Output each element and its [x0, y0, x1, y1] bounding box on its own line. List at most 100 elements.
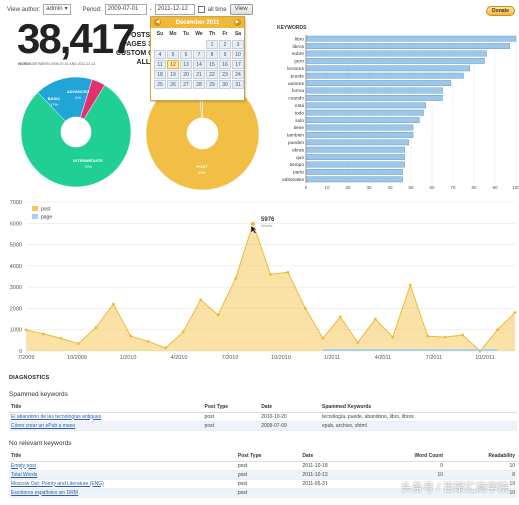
pie-hole [186, 117, 219, 150]
calendar-day[interactable]: 10 [232, 50, 244, 59]
x-tick-label: 7/2009 [18, 355, 35, 361]
calendar-day[interactable]: 27 [180, 80, 192, 89]
post-title-link[interactable]: Cómo crear un ePub a mano [9, 421, 203, 431]
calendar-day[interactable]: 3 [232, 40, 244, 49]
table-cell: post [235, 461, 301, 471]
column-header[interactable]: Word Count [368, 452, 446, 462]
post-point [391, 335, 395, 339]
column-header[interactable]: Date [259, 403, 321, 413]
calendar-day[interactable]: 20 [180, 70, 192, 79]
post-point [321, 336, 325, 340]
column-header[interactable]: Title [9, 452, 236, 462]
calendar-day[interactable]: 21 [193, 70, 205, 79]
y-tick-label: 2000 [10, 306, 22, 312]
keyword-bar [305, 58, 485, 64]
x-tick-label: 90 [492, 185, 498, 190]
calendar-day[interactable]: 19 [167, 70, 179, 79]
post-title-link[interactable]: Escritores españoles sin DRM [9, 488, 236, 498]
author-value: admin [46, 6, 63, 12]
post-title-link[interactable]: Total Words [9, 470, 236, 480]
view-button[interactable]: View [229, 4, 253, 15]
date-picker-calendar[interactable]: ◀ December 2011 ▶ Su Mo Tu We Th Fr Sa 1 2 3 4 5 6 7 8… [150, 16, 245, 101]
calendar-day[interactable]: 18 [154, 70, 166, 79]
y-tick-label: 5000 [10, 243, 22, 249]
calendar-day[interactable]: 16 [219, 60, 231, 69]
toolbar: View author: admin ▾ Period: 2009-07-01 … [7, 4, 253, 15]
hover-label: Words [261, 223, 272, 228]
keyword-label: puede [291, 73, 305, 79]
column-header[interactable]: Title [9, 403, 203, 413]
calendar-day[interactable]: 4 [154, 50, 166, 59]
calendar-day[interactable]: 28 [193, 80, 205, 89]
calendar-day[interactable]: 15 [206, 60, 218, 69]
words-caption-range: BETWEEN 2009-07-01 AND 2011-12-12 [32, 62, 96, 66]
calendar-day[interactable]: 29 [206, 80, 218, 89]
column-header[interactable]: Date [300, 452, 369, 462]
prev-month-icon[interactable]: ◀ [154, 19, 161, 26]
calendar-day[interactable]: 17 [232, 60, 244, 69]
keyword-label: lectores [287, 66, 304, 72]
calendar-day[interactable]: 6 [180, 50, 192, 59]
diagnostics-title: DIAGNOSTICS [9, 375, 50, 381]
calendar-day[interactable]: 9 [219, 50, 231, 59]
x-tick-label: 10/2010 [271, 355, 291, 361]
calendar-day[interactable]: 22 [206, 70, 218, 79]
pie-pct: 79% [84, 164, 92, 169]
calendar-day[interactable]: 2 [219, 40, 231, 49]
calendar-day[interactable]: 31 [232, 80, 244, 89]
calendar-day[interactable]: 5 [167, 50, 179, 59]
calendar-day[interactable]: 30 [219, 80, 231, 89]
calendar-day[interactable]: 11 [154, 60, 166, 69]
all-time-label: all time [207, 6, 227, 13]
keyword-bar [305, 94, 443, 101]
table-row: Escritores españoles sin DRM post 10 [9, 488, 517, 498]
author-select[interactable]: admin ▾ [43, 4, 71, 15]
calendar-day[interactable]: 14 [193, 60, 205, 69]
calendar-weekday: Tu [183, 31, 189, 37]
calendar-day[interactable]: 24 [232, 70, 244, 79]
calendar-day[interactable]: 13 [180, 60, 192, 69]
date-from-input[interactable]: 2009-07-01 [104, 4, 147, 15]
words-caption-prefix: WORDS [18, 62, 32, 66]
column-header[interactable]: Spammed Keywords [320, 403, 517, 413]
legend-label: page [41, 215, 52, 221]
pie-pct: 4% [75, 95, 81, 100]
calendar-weekday: Sa [234, 31, 242, 37]
calendar-month: December 2011 [175, 19, 220, 26]
watermark: 头条号 / 百聚汇商学院 [400, 482, 509, 494]
calendar-day[interactable]: 7 [193, 50, 205, 59]
calendar-day[interactable]: 1 [206, 40, 218, 49]
keyword-bar [305, 146, 405, 153]
calendar-day[interactable]: 8 [206, 50, 218, 59]
calendar-weekday: Th [208, 31, 216, 37]
calendar-day[interactable]: 26 [167, 80, 179, 89]
column-header[interactable]: Readability [445, 452, 517, 462]
pie-label: ADVANCED [67, 89, 89, 94]
post-title-link[interactable]: Empty post [9, 461, 236, 471]
donate-button[interactable]: Donate [486, 6, 515, 16]
x-tick-label: 60 [429, 185, 435, 190]
calendar-day[interactable]: 12 [167, 60, 179, 69]
post-title-link[interactable]: El abandono de las tecnologías antiguas [9, 412, 203, 422]
pie-pct: 99% [198, 170, 206, 175]
pie-pct: 17% [50, 102, 58, 107]
total-words: 38,417 [17, 15, 135, 62]
all-time-checkbox[interactable] [197, 6, 205, 13]
keyword-label: está [295, 103, 304, 109]
next-month-icon[interactable]: ▶ [233, 19, 241, 26]
x-tick-label: 50 [408, 185, 414, 190]
calendar-day[interactable]: 25 [154, 80, 166, 89]
column-header[interactable]: Post Type [202, 403, 260, 413]
calendar-day[interactable]: 23 [219, 70, 231, 79]
keyword-bar [305, 124, 414, 131]
keyword-bar [305, 72, 464, 79]
column-header[interactable]: Post Type [235, 452, 301, 462]
post-point [496, 328, 499, 332]
table-cell: post [202, 421, 260, 431]
table-row: Total Words post 2011-10-13 10 8 [9, 470, 517, 480]
post-title-link[interactable]: Moscow Out: Poetry and Literature (ENG) [9, 479, 236, 489]
date-to-input[interactable]: 2011-12-12 [154, 4, 195, 15]
post-point [129, 334, 133, 338]
pie-label: INTERMEDIATE [73, 158, 103, 163]
